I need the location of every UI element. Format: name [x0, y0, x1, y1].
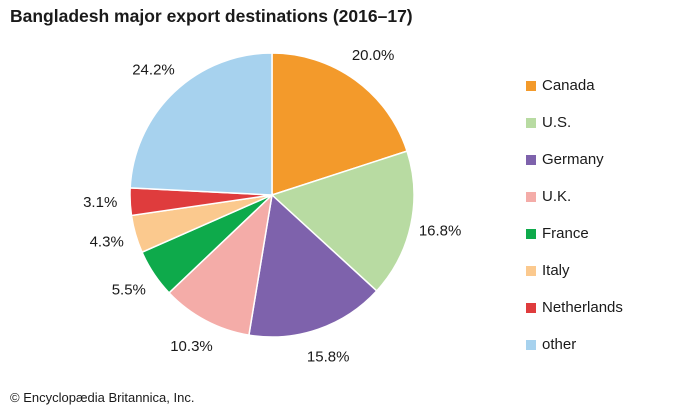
- chart-legend: Canada U.S. Germany U.K. France Italy Netherla…: [526, 67, 623, 363]
- legend-item-canada: Canada: [526, 67, 623, 104]
- legend-swatch: [526, 265, 536, 276]
- slice-label-italy: 4.3%: [90, 233, 124, 250]
- chart-title: Bangladesh major export destinations (20…: [10, 6, 413, 26]
- pie-slice-u-s: [270, 150, 415, 292]
- slice-label-netherlands: 3.1%: [83, 194, 117, 211]
- legend-item-u-s: U.S.: [526, 104, 623, 141]
- copyright-credit: © Encyclopædia Britannica, Inc.: [10, 390, 195, 405]
- legend-swatch: [526, 191, 536, 202]
- legend-label: Italy: [542, 262, 570, 279]
- slice-label-u-s: 16.8%: [419, 222, 462, 239]
- pie-slice-u-k: [168, 192, 274, 336]
- legend-swatch: [526, 117, 536, 128]
- slice-label-other: 24.2%: [132, 61, 175, 78]
- slice-label-u-k: 10.3%: [170, 338, 213, 355]
- pie-slice-other: [129, 52, 273, 196]
- legend-item-netherlands: Netherlands: [526, 289, 623, 326]
- legend-label: France: [542, 225, 589, 242]
- slice-label-canada: 20.0%: [352, 47, 395, 64]
- legend-swatch: [526, 302, 536, 313]
- legend-swatch: [526, 228, 536, 239]
- slice-label-france: 5.5%: [112, 281, 146, 298]
- legend-item-france: France: [526, 215, 623, 252]
- pie-slice-germany: [248, 193, 378, 338]
- legend-swatch: [526, 80, 536, 91]
- legend-label: Germany: [542, 151, 604, 168]
- legend-label: Canada: [542, 77, 595, 94]
- legend-item-other: other: [526, 326, 623, 363]
- legend-swatch: [526, 154, 536, 165]
- slice-label-germany: 15.8%: [307, 349, 350, 366]
- legend-label: U.K.: [542, 188, 572, 205]
- legend-label: other: [542, 336, 577, 353]
- legend-item-italy: Italy: [526, 252, 623, 289]
- legend-swatch: [526, 339, 536, 350]
- legend-item-u-k: U.K.: [526, 178, 623, 215]
- legend-item-germany: Germany: [526, 141, 623, 178]
- legend-label: U.S.: [542, 114, 572, 131]
- pie-slice-canada: [271, 52, 408, 197]
- legend-label: Netherlands: [542, 299, 623, 316]
